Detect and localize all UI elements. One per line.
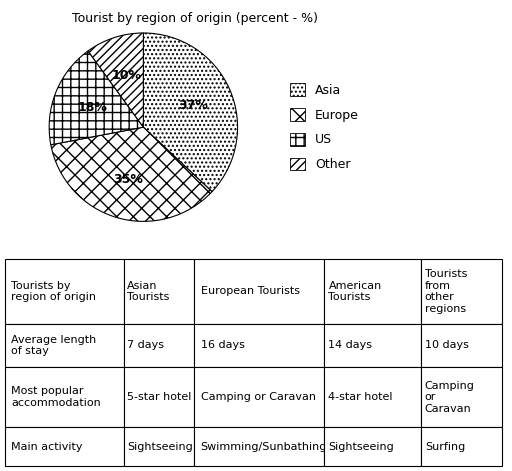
Text: 37%: 37% <box>179 99 208 112</box>
Wedge shape <box>88 33 143 127</box>
Text: Tourist by region of origin (percent - %): Tourist by region of origin (percent - %… <box>72 12 317 25</box>
Text: 18%: 18% <box>78 100 108 114</box>
Wedge shape <box>51 127 212 221</box>
Wedge shape <box>49 51 143 145</box>
Text: 35%: 35% <box>113 173 143 186</box>
Legend: Asia, Europe, US, Other: Asia, Europe, US, Other <box>286 79 362 175</box>
Wedge shape <box>143 33 238 192</box>
Text: 10%: 10% <box>112 69 141 81</box>
